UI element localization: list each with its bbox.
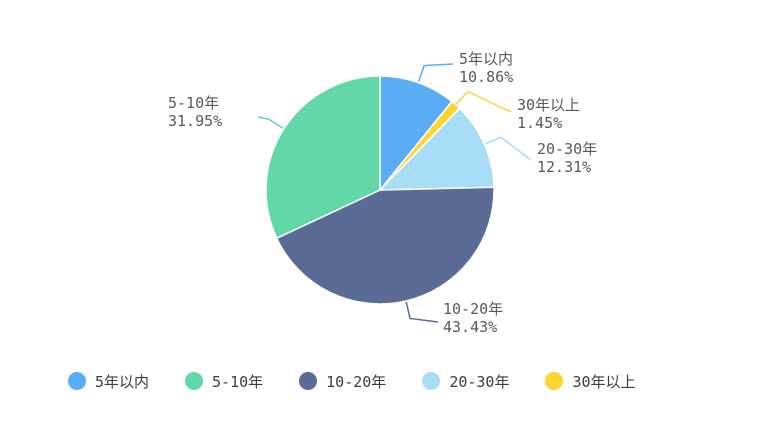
legend-item[interactable]: 30年以上 [545, 371, 636, 392]
legend-label: 5-10年 [212, 372, 264, 391]
leader-line [417, 63, 454, 82]
legend-item[interactable]: 5-10年 [185, 371, 263, 392]
slice-category-label: 5-10年 [168, 94, 219, 112]
legend-item[interactable]: 10-20年 [299, 371, 386, 392]
slice-category-label: 5年以内 [459, 50, 513, 68]
legend-marker [299, 372, 318, 390]
slice-category-label: 20-30年 [537, 140, 597, 158]
slice-percent-label: 12.31% [537, 158, 591, 176]
leader-line [257, 116, 284, 129]
slice-percent-label: 1.45% [517, 114, 562, 132]
slice-category-label: 10-20年 [443, 300, 503, 318]
slice-percent-label: 43.43% [443, 318, 497, 336]
pie-slice[interactable] [275, 186, 495, 305]
leader-line [405, 301, 439, 323]
legend-marker [68, 372, 86, 390]
slice-percent-label: 10.86% [459, 68, 513, 86]
legend-marker [185, 372, 204, 390]
pie-slice[interactable] [265, 75, 381, 240]
leader-line [455, 90, 512, 113]
legend-label: 20-30年 [449, 372, 510, 391]
legend-marker [545, 372, 564, 390]
legend-label: 30年以上 [572, 372, 636, 391]
legend-item[interactable]: 20-30年 [422, 371, 509, 392]
legend-item[interactable]: 5年以内 [68, 371, 149, 392]
pie-slices [265, 75, 495, 305]
pie-slice[interactable] [378, 107, 495, 191]
leader-line [485, 136, 532, 161]
slice-category-label: 30年以上 [517, 96, 580, 114]
pie-leader-lines [257, 63, 532, 323]
pie-slice[interactable] [379, 75, 453, 193]
legend: 5年以内 5-10年 10-20年 20-30年 30年以上 [68, 368, 672, 394]
legend-label: 5年以内 [95, 372, 150, 391]
legend-label: 10-20年 [326, 372, 387, 391]
legend-marker [422, 372, 441, 390]
slice-percent-label: 31.95% [168, 112, 222, 130]
